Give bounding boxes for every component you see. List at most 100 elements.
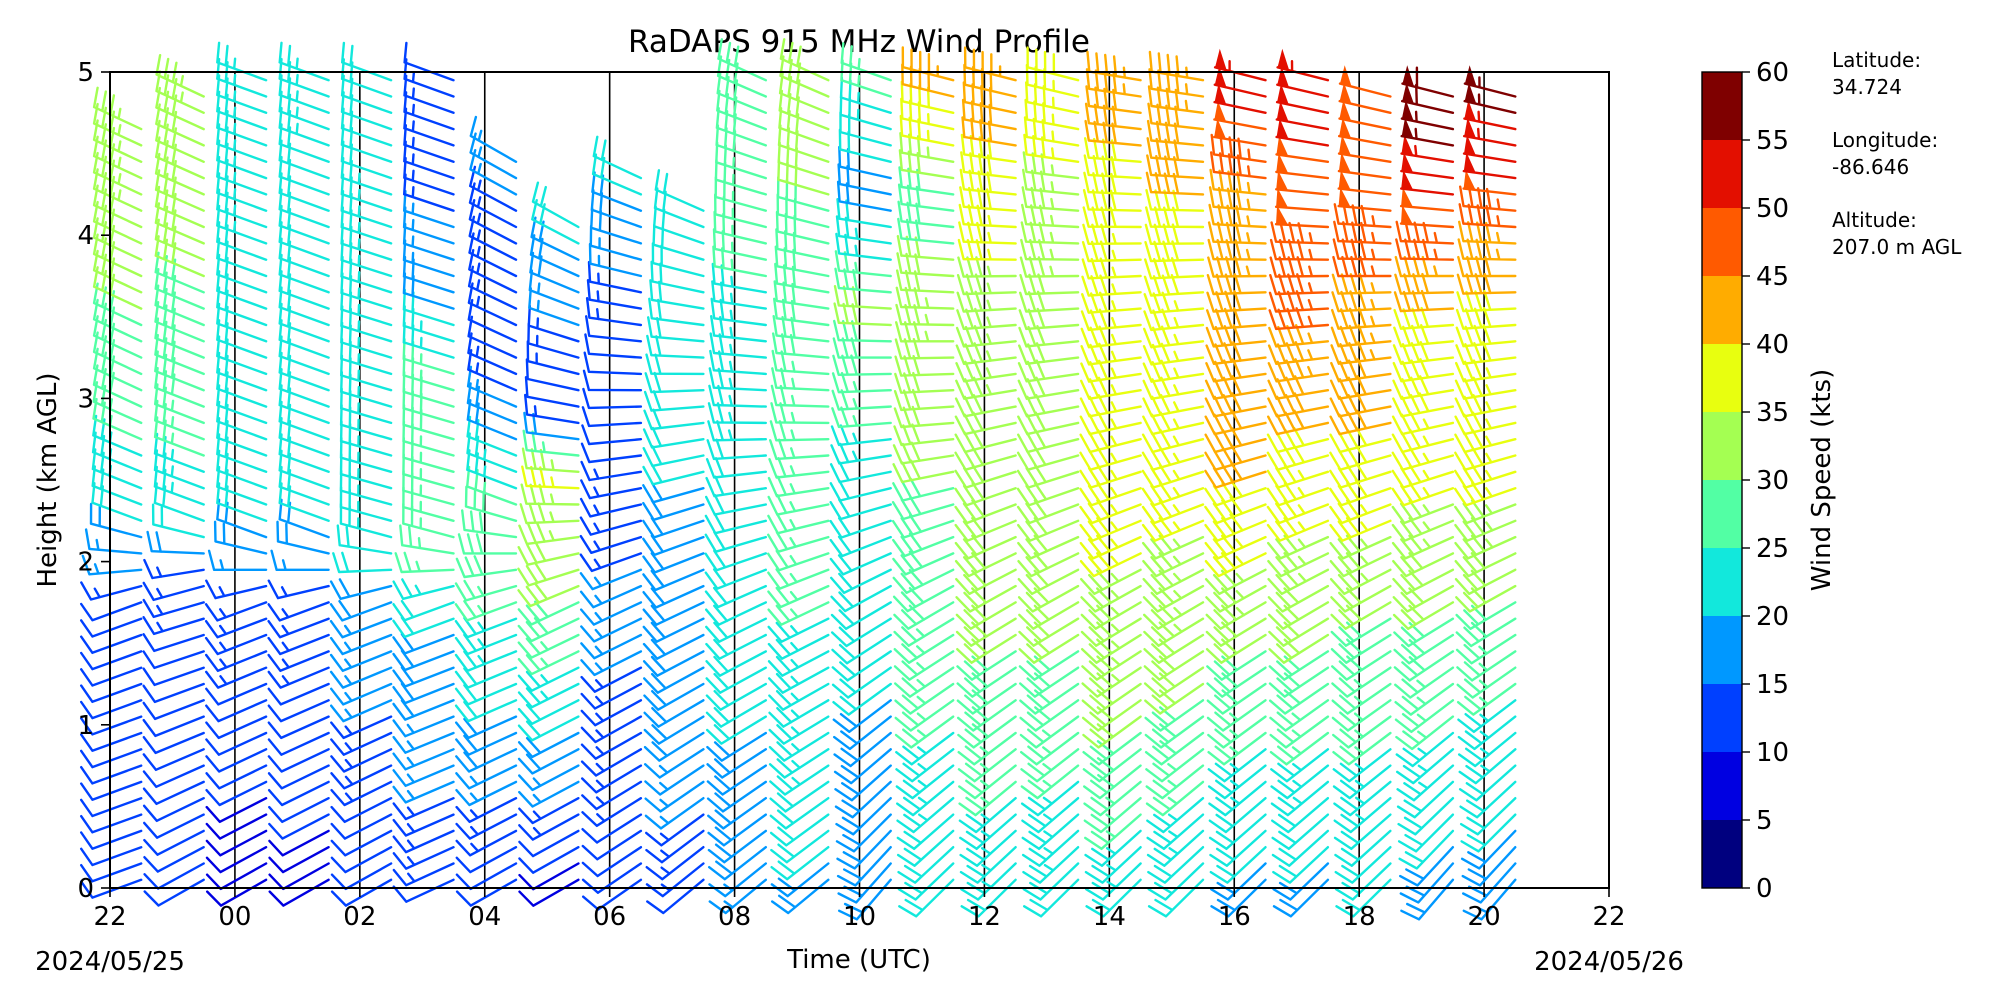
wind-barb-shaft <box>455 797 518 823</box>
wind-barb-shaft <box>1204 392 1267 418</box>
wind-barb-shaft <box>206 878 268 907</box>
wind-barb <box>955 376 1017 400</box>
wind-barb-shaft <box>1145 189 1205 212</box>
wind-barb-shaft <box>1079 446 1142 471</box>
wind-barb <box>92 282 143 327</box>
wind-barb-shaft <box>1268 650 1330 681</box>
wind-barb <box>1144 715 1205 749</box>
wind-barb <box>1213 66 1267 98</box>
wind-barb <box>1021 829 1080 867</box>
wind-barb <box>767 584 830 609</box>
wind-barb-shaft <box>1145 206 1205 229</box>
wind-barb <box>1456 650 1517 682</box>
wind-barb-shaft <box>1274 205 1330 212</box>
wind-barb-shaft <box>955 376 1017 400</box>
wind-barb <box>1019 290 1080 313</box>
wind-barb <box>715 141 767 180</box>
wind-barb-shaft <box>1331 682 1392 715</box>
wind-barb-shaft <box>1017 517 1080 542</box>
wind-barb-shaft <box>216 90 268 131</box>
wind-barb <box>963 46 1017 82</box>
wind-barb-shaft <box>268 846 330 874</box>
wind-barb <box>954 411 1017 436</box>
wind-barb <box>897 217 955 245</box>
wind-barb <box>1020 221 1080 245</box>
wind-barb <box>267 748 330 773</box>
wind-barb <box>1268 633 1330 664</box>
wind-barb <box>1454 481 1517 507</box>
wind-barb-shaft <box>582 387 643 410</box>
latitude-value: 34.724 <box>1832 75 1902 99</box>
wind-barb-flag <box>1464 65 1477 87</box>
wind-barb-shaft <box>1272 878 1330 918</box>
wind-barb-shaft <box>1079 517 1142 542</box>
wind-barb-shaft <box>1269 273 1330 296</box>
wind-barb <box>1463 65 1517 98</box>
wind-barb-shaft <box>833 302 892 327</box>
wind-barb <box>1268 617 1330 647</box>
wind-barb <box>339 420 393 457</box>
wind-barb <box>894 682 955 715</box>
wind-barb-shaft <box>771 878 830 915</box>
wind-barb-shaft <box>340 206 393 245</box>
wind-barb <box>153 416 205 457</box>
wind-barb <box>580 442 643 464</box>
wind-barb <box>954 446 1017 471</box>
wind-barb <box>767 531 830 553</box>
wind-barb-flag <box>1276 135 1289 157</box>
wind-barb-shaft <box>706 748 767 779</box>
wind-barb-shaft <box>330 813 393 840</box>
wind-barb <box>891 496 955 521</box>
wind-barb-shaft <box>1079 394 1142 418</box>
wind-barb-shaft <box>643 699 705 728</box>
wind-barb <box>901 46 955 82</box>
wind-barb <box>394 551 455 574</box>
wind-barb <box>267 715 330 740</box>
colorbar-label: Wind Speed (kts) <box>1807 369 1837 591</box>
wind-barb <box>1399 204 1455 229</box>
wind-barb-shaft <box>1332 238 1392 261</box>
wind-barb <box>1204 392 1267 418</box>
wind-barb-shaft <box>339 403 393 441</box>
wind-barb-shaft <box>1016 464 1080 489</box>
wind-barb-flag <box>1214 100 1227 122</box>
wind-barb <box>956 633 1017 664</box>
wind-barb-shaft <box>893 617 955 647</box>
wind-barb <box>517 682 580 709</box>
wind-barb-shaft <box>709 332 767 359</box>
wind-barb <box>216 57 268 98</box>
wind-barb <box>1396 748 1455 785</box>
wind-barb <box>1462 878 1517 921</box>
wind-barb <box>770 384 830 408</box>
wind-barb-shaft <box>894 355 955 377</box>
wind-barb-shaft <box>1271 797 1330 834</box>
wind-barb <box>330 682 393 706</box>
wind-barb <box>769 438 830 461</box>
wind-barb <box>1204 513 1267 542</box>
wind-barb <box>830 424 892 447</box>
wind-barb-shaft <box>154 350 205 392</box>
wind-barb-shaft <box>955 568 1017 595</box>
x-tick-label: 22 <box>93 902 126 932</box>
wind-barb-shaft <box>1337 187 1392 196</box>
wind-barb-shaft <box>710 297 767 327</box>
wind-barb-shaft <box>955 325 1017 348</box>
wind-barb <box>1330 633 1392 664</box>
wind-barb-shaft <box>1393 617 1455 648</box>
wind-barb <box>1270 748 1330 783</box>
wind-barb-shaft <box>1274 223 1330 229</box>
wind-barb <box>205 829 268 857</box>
wind-barb-flag <box>1401 134 1414 156</box>
wind-barb <box>1142 534 1205 560</box>
wind-barb-shaft <box>1205 633 1267 664</box>
wind-barb-shaft <box>645 813 705 847</box>
wind-barb <box>1085 878 1142 918</box>
wind-barb <box>1329 375 1392 400</box>
wind-barb-shaft <box>1080 308 1142 332</box>
wind-barb-shaft <box>1141 517 1205 542</box>
wind-barb <box>1337 169 1392 196</box>
wind-barb-shaft <box>1022 846 1080 884</box>
wind-barb <box>707 813 767 847</box>
